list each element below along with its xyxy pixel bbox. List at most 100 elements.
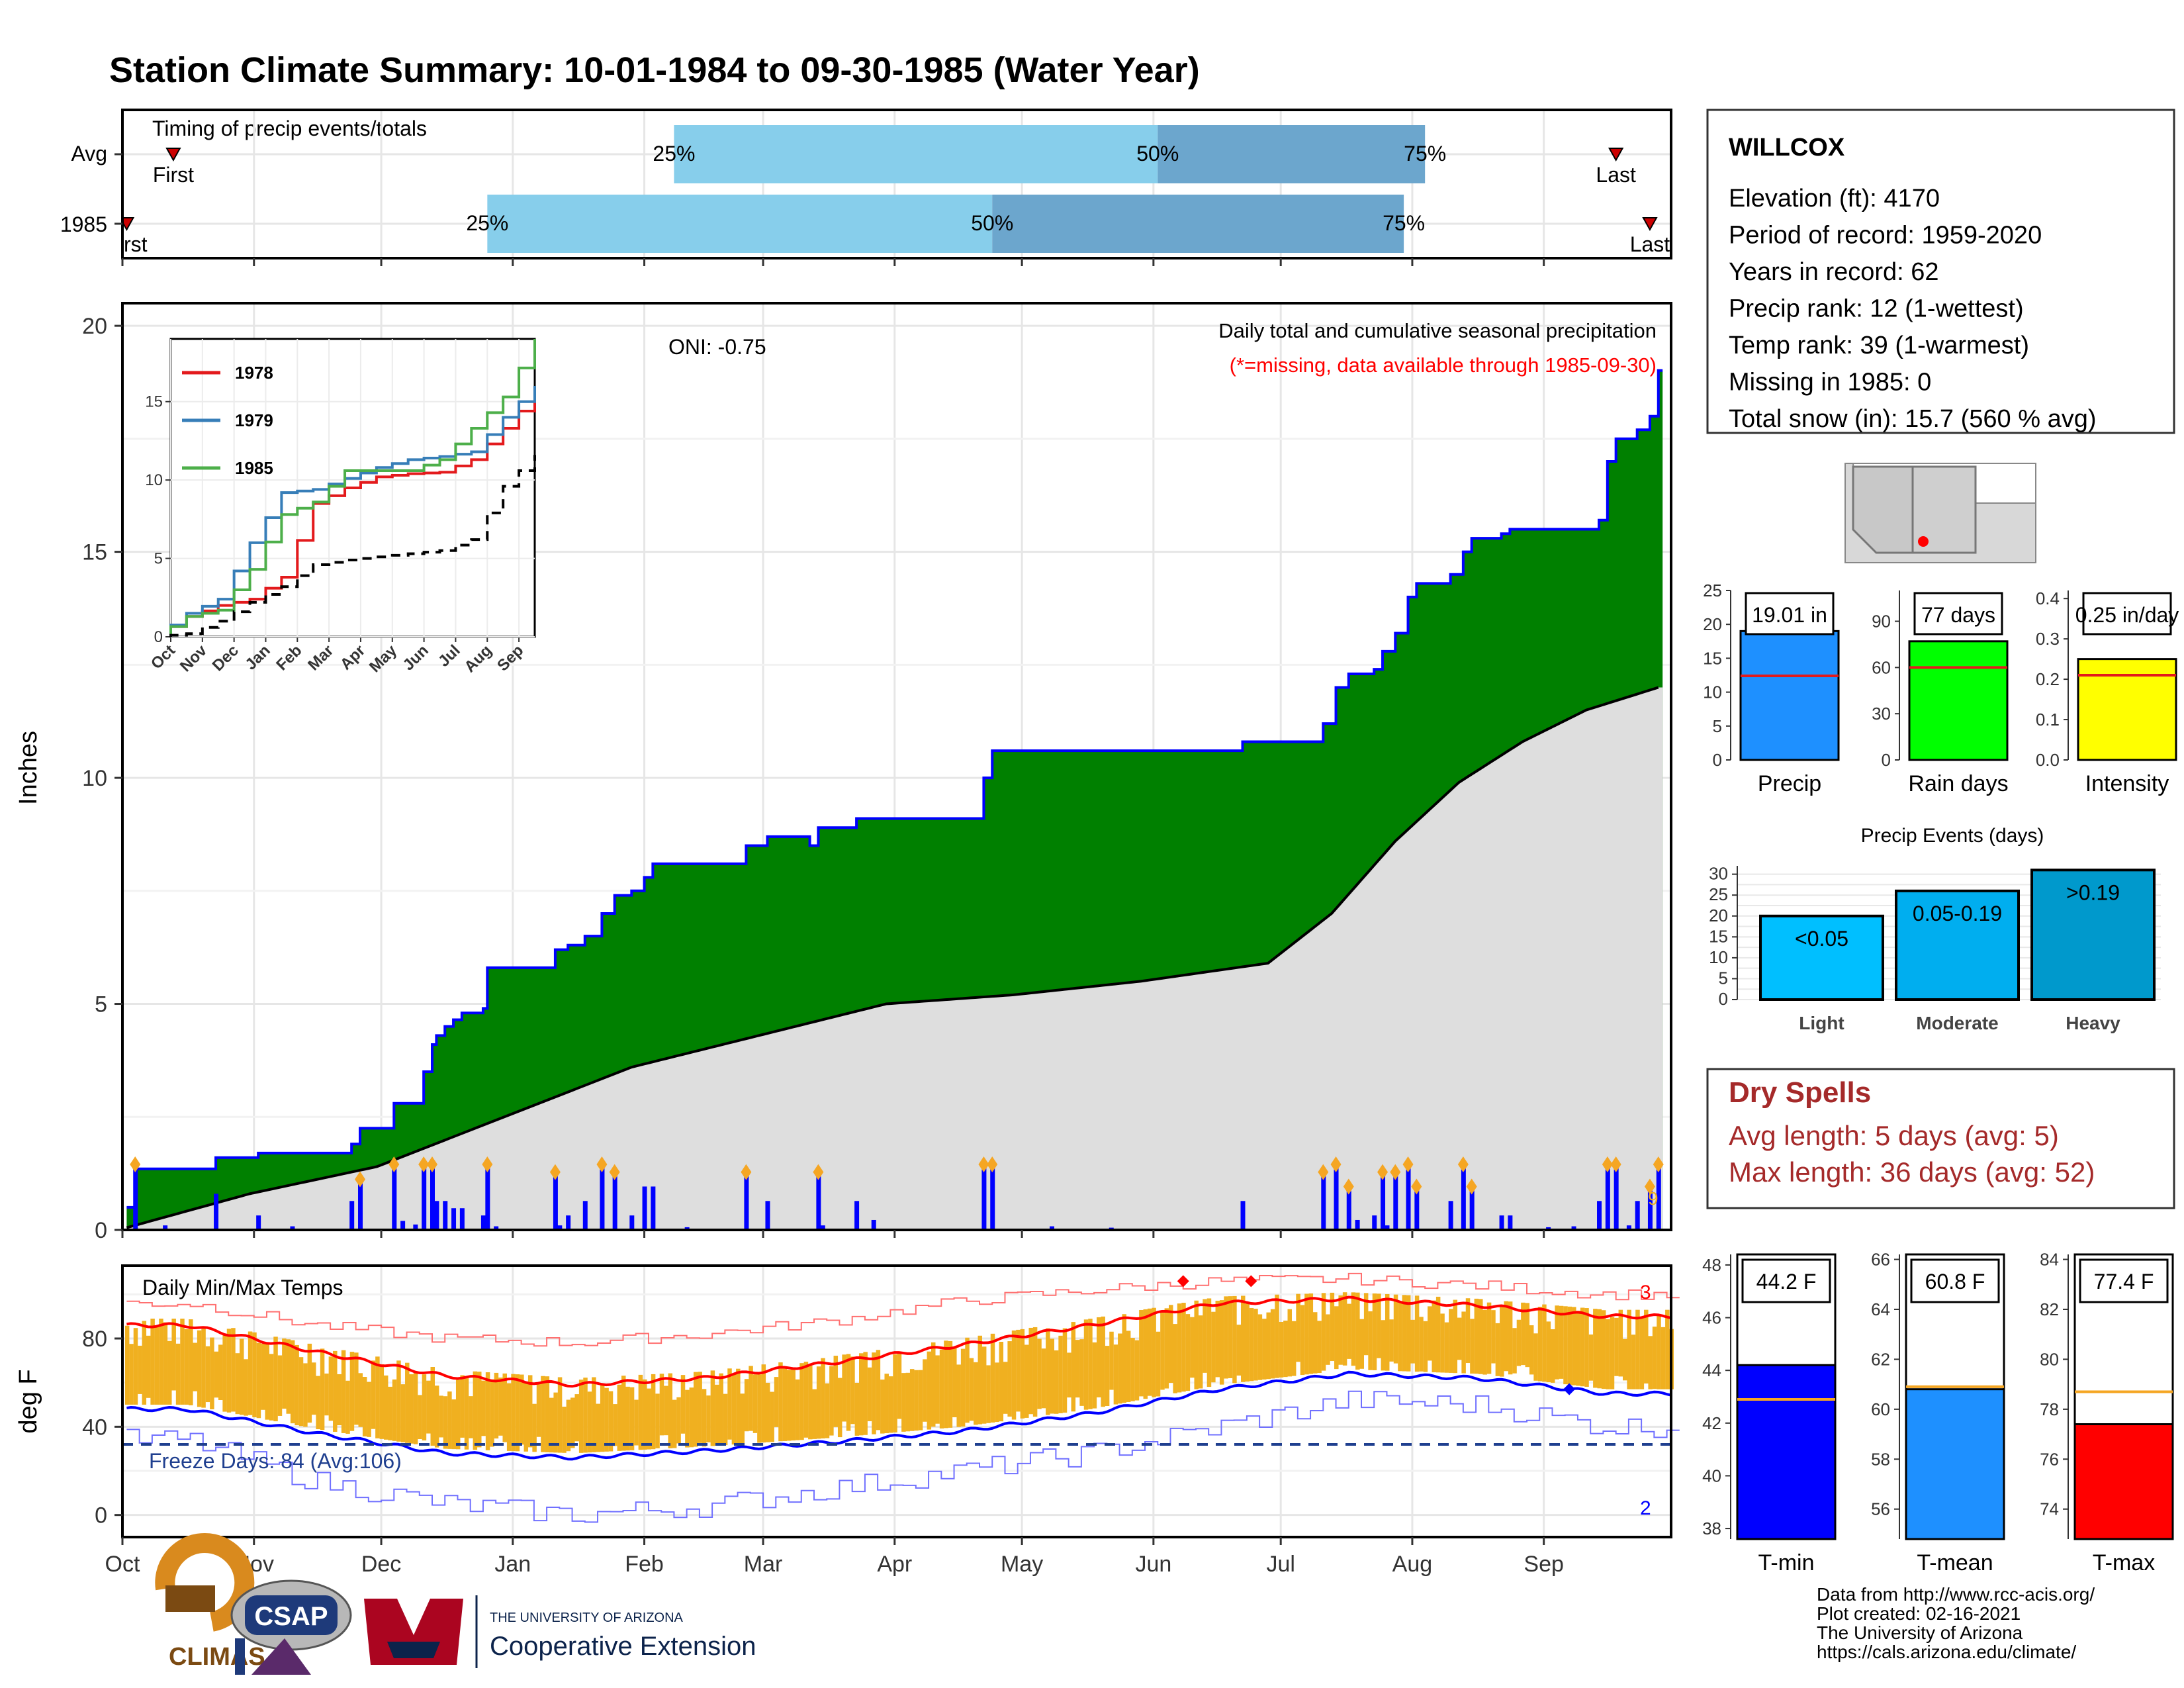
temp-daily-bar (1470, 1319, 1475, 1374)
timing-bar-q50-q75 (992, 195, 1404, 253)
temp-daily-bar (1414, 1295, 1420, 1372)
temp-bar-tick-label: 78 (2040, 1399, 2059, 1419)
mini-bar-label: Intensity (2085, 771, 2169, 796)
temp-daily-bar (252, 1332, 257, 1418)
temp-daily-bar (659, 1374, 664, 1436)
precip-daily-bar (854, 1201, 860, 1230)
precip-daily-bar (434, 1201, 439, 1230)
mini-bar-tick-label: 0.0 (2036, 750, 2060, 770)
temp-daily-bar (311, 1362, 316, 1415)
temp-daily-bar (1465, 1298, 1471, 1364)
events-category-label: Moderate (1916, 1013, 1998, 1033)
temp-daily-bar (1011, 1330, 1017, 1420)
temp-bar-tick-label: 46 (1702, 1308, 1721, 1328)
temp-daily-bar (1024, 1344, 1029, 1418)
temp-daily-bar (494, 1372, 499, 1439)
temp-daily-bar (604, 1387, 609, 1452)
temp-daily-bar (451, 1399, 457, 1450)
temp-daily-bar (812, 1389, 817, 1439)
temp-daily-bar (545, 1376, 550, 1452)
temp-daily-bar (244, 1359, 248, 1416)
temp-daily-bar (1482, 1309, 1487, 1375)
precip-event-marker (1390, 1164, 1401, 1180)
precip-panel: ONI: -0.75 Daily total and cumulative se… (15, 302, 1672, 1243)
temp-daily-bar (1206, 1298, 1212, 1387)
station-info-line: Years in record: 62 (1729, 258, 1939, 286)
precip-event-marker (596, 1156, 608, 1172)
precip-daily-bar (1346, 1186, 1351, 1230)
temp-daily-bar (184, 1329, 189, 1405)
mini-bar-value-label: 19.01 in (1752, 603, 1827, 627)
precip-missing-note: (*=missing, data available through 1985-… (1230, 353, 1657, 377)
temp-daily-bar (562, 1407, 567, 1453)
precip-event-marker (1377, 1164, 1388, 1180)
temp-daily-bar (1147, 1308, 1152, 1396)
precip-event-marker (978, 1156, 989, 1172)
events-title: Precip Events (days) (1861, 825, 2044, 847)
temp-label: Daily Min/Max Temps (142, 1276, 343, 1299)
temp-daily-bar (1385, 1293, 1390, 1371)
temp-daily-bar (1572, 1307, 1576, 1385)
mini-bar-tick-label: 20 (1703, 614, 1722, 634)
climas-wordmark: CLIMAS (169, 1643, 265, 1671)
precip-event-marker (1330, 1156, 1342, 1172)
temp-daily-bar (795, 1379, 800, 1440)
inset-legend-label: 1979 (235, 410, 273, 430)
temp-daily-bar (927, 1351, 932, 1430)
temp-daily-bar (511, 1374, 516, 1452)
temp-daily-bar (570, 1397, 575, 1448)
temp-daily-bar (159, 1319, 163, 1405)
temp-daily-bar (960, 1348, 966, 1427)
station-info-line: Temp rank: 39 (1-warmest) (1729, 332, 2029, 359)
temp-daily-bar (651, 1374, 656, 1450)
precip-event-marker (609, 1164, 620, 1180)
temp-daily-bar (1037, 1338, 1042, 1409)
temp-daily-bar (1312, 1312, 1318, 1374)
temp-daily-bar (693, 1372, 698, 1447)
temp-daily-bar (1079, 1339, 1084, 1406)
temp-daily-bar (1109, 1331, 1114, 1390)
temp-daily-bar (935, 1355, 940, 1424)
temp-daily-bar (1308, 1293, 1314, 1374)
precip-daily-bar (1571, 1226, 1576, 1230)
precip-daily-bar (765, 1201, 770, 1230)
temp-daily-bar (214, 1351, 219, 1398)
temp-daily-bar (859, 1353, 864, 1436)
temp-daily-bar (1020, 1329, 1025, 1419)
temp-bar-group-t-mean: 56 58 60 62 64 66 60.8 F T-mean (1871, 1250, 2005, 1575)
temp-daily-bar (995, 1362, 999, 1423)
temp-daily-bar (1622, 1338, 1627, 1381)
inset-series-1979 (169, 386, 536, 637)
temp-bar (1905, 1388, 2005, 1540)
temp-daily-bar (770, 1391, 774, 1442)
temp-daily-bar (1597, 1309, 1602, 1389)
temp-daily-bar (710, 1370, 715, 1446)
temp-daily-bar (142, 1321, 147, 1405)
events-y-tick-label: 10 (1709, 947, 1728, 967)
precip-daily-bar (443, 1201, 448, 1230)
temp-daily-bar (295, 1344, 299, 1426)
climas-mark (165, 1585, 215, 1612)
temp-daily-bar (210, 1337, 214, 1409)
temp-daily-bar (1567, 1306, 1572, 1385)
temp-bar-tick-label: 40 (1702, 1466, 1721, 1485)
temp-bar-tick-label: 38 (1702, 1519, 1721, 1538)
precip-daily-bar (1605, 1164, 1610, 1230)
temp-daily-bar (888, 1376, 893, 1433)
ua-small-text: THE UNIVERSITY OF ARIZONA (490, 1611, 684, 1625)
temp-daily-bar (948, 1340, 953, 1428)
temp-daily-bar (383, 1375, 388, 1440)
temp-daily-bar (668, 1373, 673, 1448)
temp-daily-bar (1058, 1335, 1063, 1413)
temp-daily-bar (124, 1325, 130, 1405)
temp-daily-bar (1491, 1310, 1496, 1364)
temp-daily-bar (1083, 1319, 1089, 1410)
temp-daily-bar (1627, 1309, 1631, 1389)
temp-daily-bar (1588, 1334, 1594, 1381)
precip-event-marker (1644, 1178, 1655, 1195)
temp-daily-bar (629, 1387, 635, 1450)
temp-daily-bar (999, 1342, 1004, 1422)
temp-daily-bar (1389, 1319, 1394, 1362)
precip-daily-bar (163, 1225, 168, 1230)
